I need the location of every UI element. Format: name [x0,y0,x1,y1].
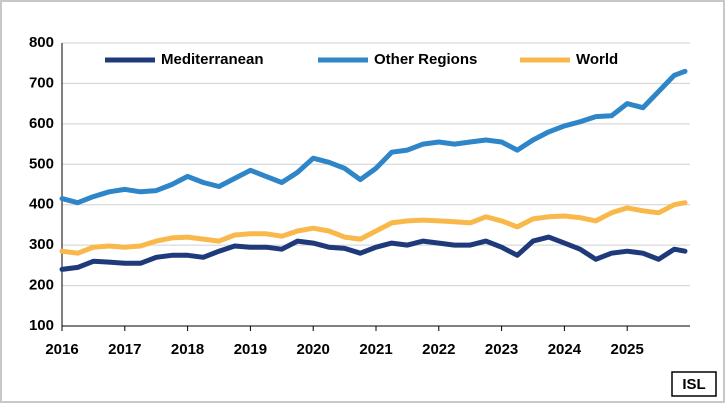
source-box [671,371,717,397]
x-tick-label: 2017 [108,341,141,358]
x-tick-label: 2023 [485,341,518,358]
legend-label: World [576,51,618,68]
y-tick-label: 600 [29,115,54,132]
series-line [59,200,688,256]
x-tick-label: 2020 [297,341,330,358]
legend-label: Mediterranean [161,51,264,68]
y-tick-label: 300 [29,236,54,253]
x-tick-label: 2025 [611,341,644,358]
y-tick-label: 800 [29,34,54,51]
x-tick-label: 2022 [422,341,455,358]
y-tick-label: 400 [29,196,54,213]
x-tick-label: 2024 [548,341,582,358]
x-tick-label: 2018 [171,341,204,358]
y-tick-label: 200 [29,277,54,294]
y-tick-label: 700 [29,74,54,91]
y-tick-label: 500 [29,155,54,172]
legend-label: Other Regions [374,51,477,68]
x-tick-label: 2016 [45,341,78,358]
x-tick-label: 2021 [359,341,392,358]
series-line [59,68,688,206]
y-tick-label: 100 [29,317,54,334]
source-label: ISL [682,376,705,393]
series-line [59,234,688,272]
x-tick-label: 2019 [234,341,267,358]
